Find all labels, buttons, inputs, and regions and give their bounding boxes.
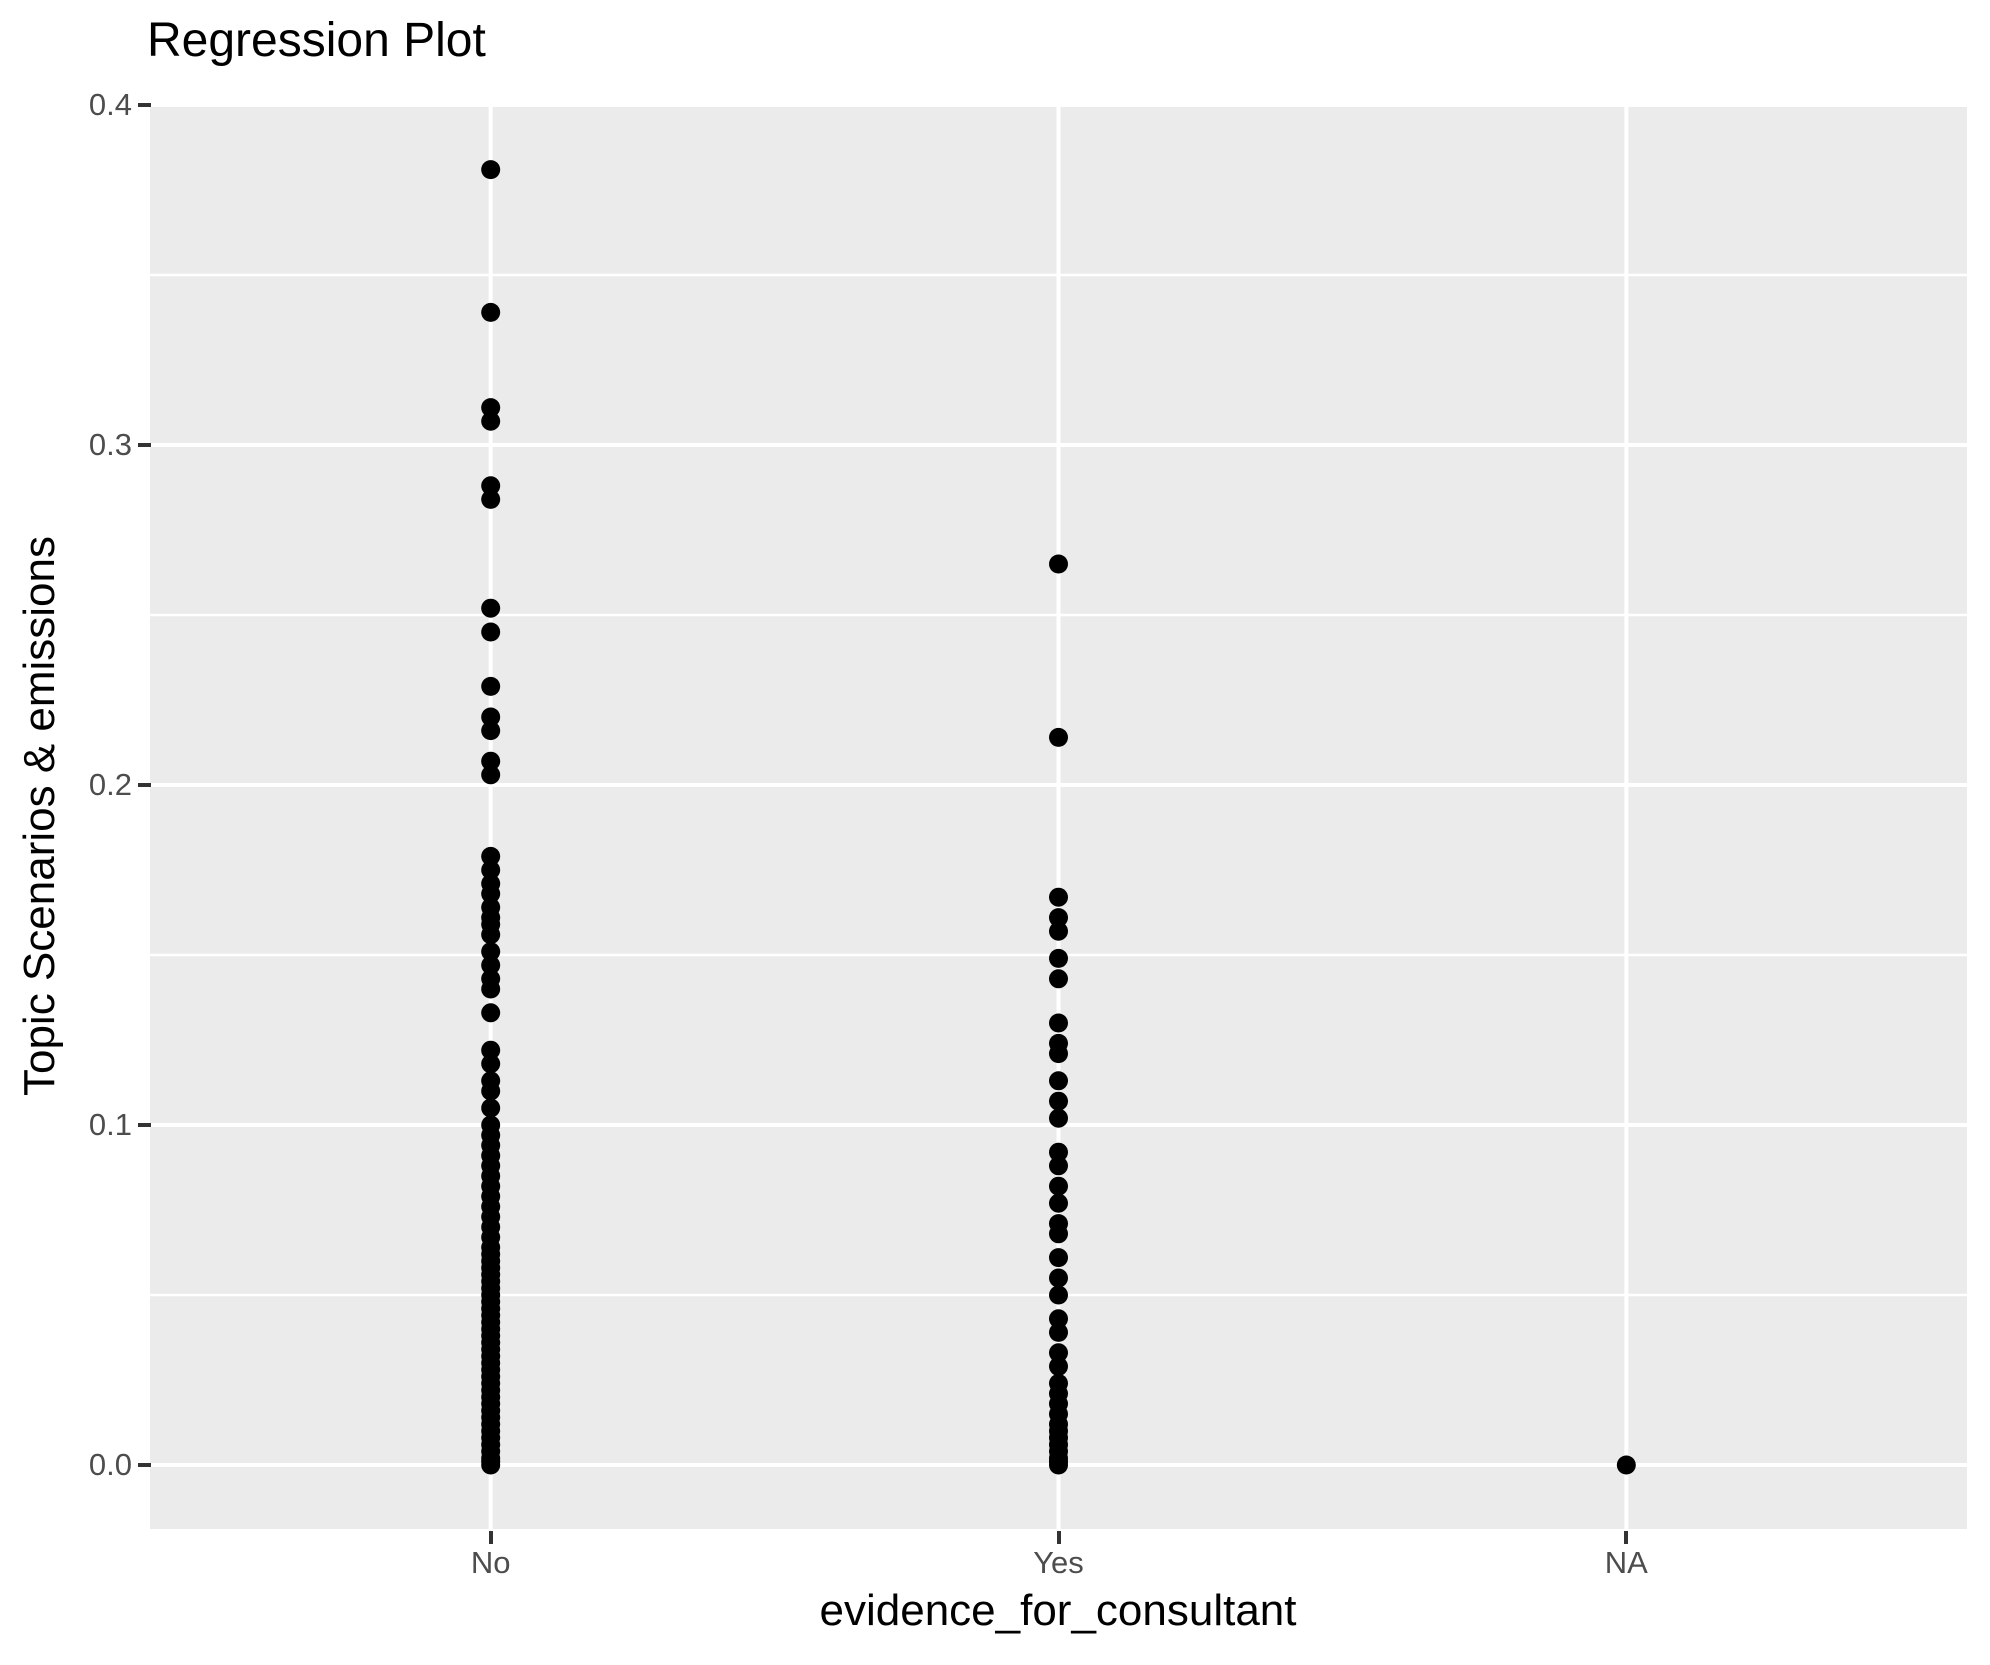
data-point [1049, 1268, 1068, 1288]
y-tick-label: 0.2 [88, 767, 132, 802]
data-point [481, 622, 501, 642]
plot-panel-canvas [150, 103, 1967, 1529]
data-point [481, 884, 501, 904]
data-point [481, 979, 501, 999]
data-point [481, 955, 501, 975]
y-tick-mark [138, 103, 151, 107]
data-point [1049, 1176, 1068, 1196]
y-tick-label: 0.4 [88, 87, 132, 122]
data-point [481, 1455, 501, 1475]
x-axis-title: evidence_for_consultant [819, 1586, 1297, 1635]
data-point [481, 302, 501, 322]
data-point [481, 765, 501, 785]
data-point [481, 942, 501, 962]
data-point [481, 707, 501, 727]
data-point [1049, 1044, 1068, 1064]
data-point [1049, 1455, 1068, 1475]
data-point [481, 489, 501, 509]
data-point [1049, 1322, 1068, 1342]
data-point [481, 751, 501, 771]
plot-panel [150, 103, 1967, 1529]
x-tick-mark [1056, 1531, 1061, 1544]
data-point [481, 721, 501, 741]
data-point [1616, 1455, 1636, 1475]
data-point [1049, 921, 1068, 941]
data-point [481, 1040, 501, 1060]
data-point [1049, 1071, 1068, 1091]
y-tick-mark [138, 1463, 151, 1467]
x-tick-mark [488, 1531, 493, 1544]
data-point [481, 1003, 501, 1023]
data-point [1049, 727, 1068, 747]
x-tick-label-yes: Yes [1033, 1545, 1084, 1580]
data-point [1049, 1248, 1068, 1268]
data-point [481, 925, 501, 945]
data-point [481, 1098, 501, 1118]
data-point [1049, 887, 1068, 907]
data-point [481, 1054, 501, 1074]
data-point [1049, 554, 1068, 574]
data-point [1049, 1343, 1068, 1363]
data-point [1049, 969, 1068, 989]
data-point [1049, 1356, 1068, 1376]
data-point [481, 398, 501, 418]
data-point [481, 598, 501, 618]
data-point [481, 1081, 501, 1101]
data-point [1049, 1193, 1068, 1213]
data-point [1049, 1108, 1068, 1128]
data-point [1049, 1091, 1068, 1111]
data-point [481, 476, 501, 496]
data-point [1049, 1013, 1068, 1033]
data-point [481, 846, 501, 866]
data-point [481, 860, 501, 880]
data-point [1049, 908, 1068, 928]
data-point [1049, 1156, 1068, 1176]
y-tick-label: 0.3 [88, 427, 132, 462]
x-tick-label-na: NA [1604, 1545, 1648, 1580]
y-tick-label: 0.1 [88, 1107, 132, 1142]
data-point [1049, 1224, 1068, 1244]
y-tick-mark [138, 443, 151, 447]
y-tick-mark [138, 1123, 151, 1127]
y-axis-title: Topic Scenarios & emissions [15, 535, 64, 1097]
y-tick-label: 0.0 [88, 1447, 132, 1482]
plot-title: Regression Plot [147, 14, 486, 67]
data-point [481, 411, 501, 431]
data-point [481, 160, 501, 180]
x-tick-label-no: No [470, 1545, 511, 1580]
y-tick-mark [138, 783, 151, 787]
data-point [481, 676, 501, 696]
data-point [1049, 948, 1068, 968]
x-tick-mark [1624, 1531, 1629, 1544]
data-point [1049, 1309, 1068, 1329]
data-point [1049, 1285, 1068, 1305]
data-point [1049, 1142, 1068, 1162]
